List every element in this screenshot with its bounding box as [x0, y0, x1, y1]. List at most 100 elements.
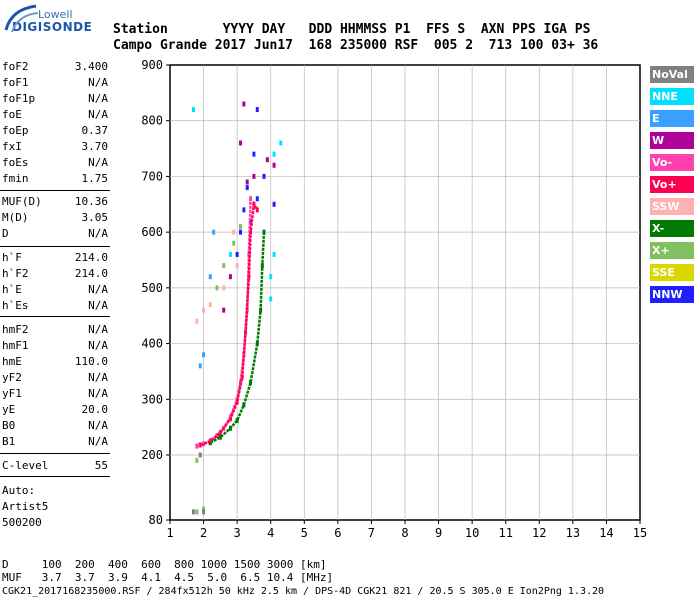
- data-point: [218, 434, 222, 440]
- param-value: 3.70: [81, 140, 109, 153]
- param-row: h`E N/A: [2, 282, 108, 298]
- data-point: [272, 251, 276, 257]
- data-point: [232, 240, 236, 246]
- data-point: [239, 224, 242, 230]
- data-point: [198, 363, 202, 369]
- param-name: h`F2: [2, 267, 29, 280]
- data-point: [228, 274, 232, 280]
- param-value: 3.05: [81, 211, 109, 224]
- param-name: MUF(D): [2, 195, 42, 208]
- data-point: [249, 380, 253, 386]
- x-tick-label: 3: [234, 526, 241, 540]
- y-tick-label: 500: [141, 281, 163, 295]
- separator-line: [0, 190, 110, 191]
- data-point: [192, 107, 195, 113]
- param-value: N/A: [88, 371, 108, 384]
- data-point: [242, 101, 246, 107]
- param-name: M(D): [2, 211, 29, 224]
- param-row: B0 N/A: [2, 418, 108, 434]
- data-point: [269, 274, 273, 280]
- param-row: h`F2 214.0: [2, 266, 108, 282]
- param-name: hmF2: [2, 323, 29, 336]
- data-point: [195, 318, 199, 324]
- data-point: [202, 352, 206, 358]
- x-tick-label: 1: [166, 526, 173, 540]
- y-tick-label: 300: [141, 392, 163, 406]
- data-point: [265, 157, 269, 163]
- header-values: Campo Grande 2017 Jun17 168 235000 RSF 0…: [113, 38, 599, 53]
- separator-line: [0, 453, 110, 454]
- x-tick-label: 5: [301, 526, 308, 540]
- data-point: [222, 307, 226, 313]
- param-name: foEp: [2, 124, 29, 137]
- x-tick-label: 12: [532, 526, 546, 540]
- data-point: [192, 509, 195, 515]
- scaling-mode: Auto:: [2, 484, 36, 497]
- data-point: [202, 441, 206, 447]
- separator-line: [0, 316, 110, 317]
- trace-line: [209, 232, 266, 444]
- param-value: 1.75: [81, 172, 109, 185]
- data-point: [235, 251, 239, 257]
- param-value: 55: [94, 459, 108, 472]
- data-point: [279, 140, 283, 146]
- header-labels: Station YYYY DAY DDD HHMMSS P1 FFS S AXN…: [113, 22, 591, 37]
- param-row: MUF(D) 10.36: [2, 194, 108, 210]
- data-point: [222, 263, 226, 269]
- legend-item: X+: [650, 242, 694, 259]
- param-name: B1: [2, 435, 16, 448]
- param-value: 214.0: [74, 267, 108, 280]
- y-tick-label: 400: [141, 337, 163, 351]
- param-row: fxI 3.70: [2, 139, 108, 155]
- legend-item: Vo-: [650, 154, 694, 171]
- param-value: 110.0: [74, 355, 108, 368]
- digisonde-logo-icon: [4, 4, 39, 33]
- data-point: [255, 196, 259, 202]
- x-tick-label: 9: [435, 526, 442, 540]
- param-name: h`E: [2, 283, 22, 296]
- data-point: [242, 207, 246, 213]
- param-row: hmF1 N/A: [2, 338, 108, 354]
- param-value: N/A: [88, 108, 108, 121]
- legend-item: NoVal: [650, 66, 694, 83]
- data-point: [232, 229, 236, 235]
- data-point: [272, 201, 276, 207]
- ionogram-chart: 1 2 3 4 5 6 7 8 9 10 11 12 13 14 158020030040050060070…: [141, 58, 647, 540]
- legend-item: W: [650, 132, 694, 149]
- data-point: [272, 162, 276, 168]
- param-name: hmE: [2, 355, 22, 368]
- param-name: foEs: [2, 156, 29, 169]
- data-point: [198, 452, 202, 458]
- param-value: N/A: [88, 76, 108, 89]
- y-tick-label: 700: [141, 169, 163, 183]
- param-name: foE: [2, 108, 22, 121]
- param-name: h`F: [2, 251, 22, 264]
- param-value: 20.0: [81, 403, 109, 416]
- param-row: yE 20.0: [2, 402, 108, 418]
- param-value: N/A: [88, 323, 108, 336]
- legend-item: SSE: [650, 264, 694, 281]
- data-point: [235, 263, 239, 269]
- param-value: N/A: [88, 283, 108, 296]
- data-point: [249, 218, 253, 224]
- param-row: C-level 55: [2, 458, 108, 474]
- param-value: N/A: [88, 299, 108, 312]
- param-name: D: [2, 227, 9, 240]
- y-tick-label: 80: [149, 513, 163, 527]
- x-tick-label: 8: [401, 526, 408, 540]
- x-tick-label: 15: [633, 526, 647, 540]
- param-value: N/A: [88, 387, 108, 400]
- param-name: yF1: [2, 387, 22, 400]
- data-point: [255, 107, 259, 113]
- legend-item: Vo+: [650, 176, 694, 193]
- x-tick-label: 4: [267, 526, 274, 540]
- x-tick-label: 7: [368, 526, 375, 540]
- data-point: [202, 307, 206, 313]
- param-name: B0: [2, 419, 16, 432]
- lowell-logo-text: Lowell: [38, 8, 73, 21]
- data-point: [252, 173, 256, 179]
- param-name: fmin: [2, 172, 29, 185]
- data-point: [202, 506, 206, 512]
- data-point: [195, 457, 199, 463]
- data-point: [272, 151, 276, 157]
